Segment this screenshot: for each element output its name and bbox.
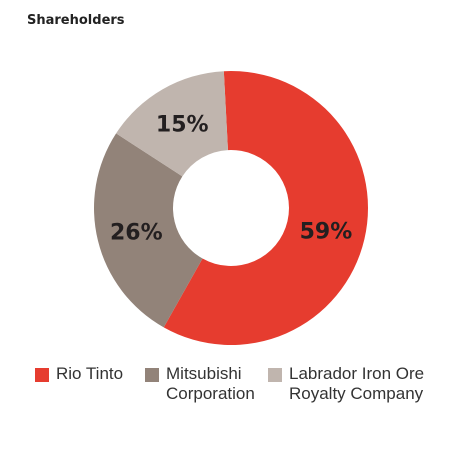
legend-label: Rio Tinto bbox=[56, 364, 124, 383]
legend-item: Labrador Iron Ore Royalty Company bbox=[268, 364, 439, 404]
value-label: 59% bbox=[300, 219, 353, 244]
legend-label: Labrador Iron Ore Royalty Company bbox=[289, 364, 425, 403]
donut-slice bbox=[93, 133, 203, 328]
value-label: 26% bbox=[110, 220, 163, 245]
chart-title: Shareholders bbox=[27, 13, 125, 28]
legend-swatch bbox=[145, 368, 159, 382]
donut-slice bbox=[116, 71, 228, 177]
legend-label: Mitsubishi Corporation bbox=[166, 364, 255, 403]
legend-swatch bbox=[35, 368, 49, 382]
legend-item: Rio Tinto bbox=[35, 364, 146, 384]
legend-item: Mitsubishi Corporation bbox=[145, 364, 271, 404]
value-label: 15% bbox=[156, 113, 209, 138]
legend-swatch bbox=[268, 368, 282, 382]
donut-slice bbox=[163, 70, 368, 345]
